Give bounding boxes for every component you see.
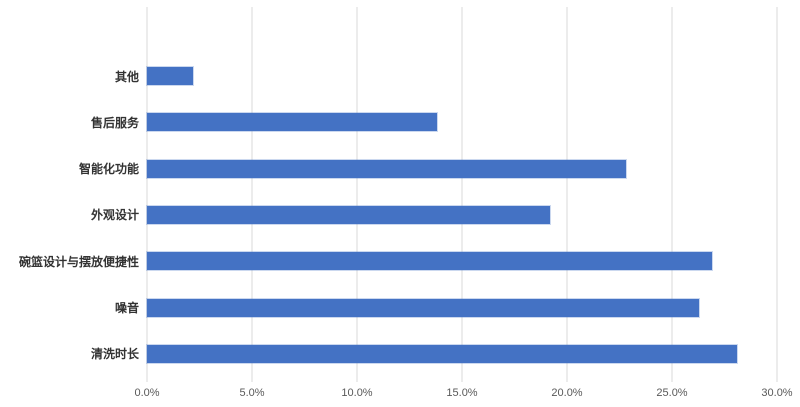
bar-row: 智能化功能 (0, 146, 777, 192)
bar-row: 清洗时长 (0, 331, 777, 377)
x-axis-tick-label: 10.0% (341, 387, 373, 399)
category-label: 清洗时长 (90, 347, 139, 362)
category-label: 智能化功能 (78, 162, 139, 177)
bar-row: 售后服务 (0, 99, 777, 145)
plot-area: 0.0% 5.0% 10.0% 15.0% 20.0% 25.0% 30.0% (134, 7, 793, 399)
bar-track (147, 113, 777, 132)
gridline (776, 7, 778, 382)
bar-row: 外观设计 (0, 192, 777, 238)
x-axis-tick-label: 30.0% (761, 387, 793, 399)
x-axis-tick-label: 0.0% (134, 387, 160, 399)
bar[interactable] (147, 205, 551, 224)
gridline (251, 7, 253, 382)
category-label: 噪音 (114, 301, 139, 316)
x-axis-tick-label: 25.0% (656, 387, 688, 399)
x-axis-tick-label: 20.0% (551, 387, 583, 399)
bar-track (147, 252, 777, 271)
category-label: 其他 (114, 69, 139, 84)
x-axis-tick-label: 15.0% (446, 387, 478, 399)
category-label: 外观设计 (90, 208, 139, 223)
bar-rows: 其他售后服务智能化功能外观设计碗篮设计与摆放便捷性噪音清洗时长 (0, 53, 777, 377)
x-axis-tick-label: 5.0% (239, 387, 265, 399)
gridline (461, 7, 463, 382)
bar[interactable] (147, 67, 194, 86)
bar-row: 其他 (0, 53, 777, 99)
bar[interactable] (147, 159, 626, 178)
bar[interactable] (147, 252, 712, 271)
bar-track (147, 344, 777, 363)
bar[interactable] (147, 344, 738, 363)
gridline (356, 7, 358, 382)
bar[interactable] (147, 113, 437, 132)
bar-row: 噪音 (0, 284, 777, 330)
bar-row: 碗篮设计与摆放便捷性 (0, 238, 777, 284)
bar-track (147, 159, 777, 178)
gridline (566, 7, 568, 382)
category-label: 碗篮设计与摆放便捷性 (18, 254, 139, 269)
bar-track (147, 67, 777, 86)
bar-track (147, 298, 777, 317)
bar[interactable] (147, 298, 700, 317)
bar-track (147, 205, 777, 224)
gridline (671, 7, 673, 382)
category-label: 售后服务 (90, 115, 139, 130)
gridline (146, 7, 148, 382)
